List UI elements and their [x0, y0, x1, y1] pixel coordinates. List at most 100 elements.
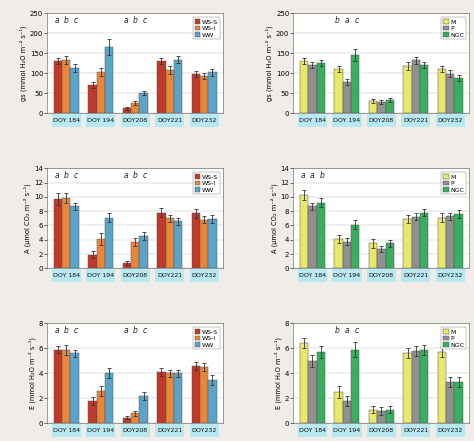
FancyBboxPatch shape: [190, 269, 219, 282]
Bar: [192, 366, 200, 423]
Bar: [308, 361, 317, 423]
Bar: [420, 213, 428, 268]
Text: b: b: [335, 326, 340, 335]
Text: A: A: [210, 16, 218, 27]
Text: DOY221: DOY221: [157, 428, 182, 433]
Text: DOY 184: DOY 184: [299, 273, 326, 278]
Bar: [174, 221, 182, 268]
FancyBboxPatch shape: [155, 269, 184, 282]
Text: b: b: [133, 326, 138, 335]
Text: DOY232: DOY232: [438, 428, 463, 433]
Bar: [165, 218, 174, 268]
Text: DOY232: DOY232: [191, 428, 217, 433]
Text: DOY 194: DOY 194: [333, 428, 361, 433]
Bar: [412, 217, 420, 268]
Bar: [192, 74, 200, 113]
Bar: [412, 60, 420, 113]
Bar: [300, 195, 308, 268]
Bar: [200, 220, 209, 268]
Bar: [174, 60, 182, 113]
FancyBboxPatch shape: [436, 424, 465, 437]
Bar: [131, 103, 139, 113]
Bar: [343, 242, 351, 268]
Bar: [62, 198, 71, 268]
Bar: [131, 242, 139, 268]
Text: c: c: [143, 326, 147, 335]
Bar: [335, 69, 343, 113]
Text: DOY 184: DOY 184: [53, 273, 80, 278]
FancyBboxPatch shape: [401, 269, 430, 282]
Text: a: a: [123, 16, 128, 25]
Legend: M, P, NGC: M, P, NGC: [441, 17, 466, 39]
Text: DOY208: DOY208: [123, 273, 148, 278]
Bar: [97, 391, 105, 423]
Text: a: a: [310, 171, 315, 180]
Y-axis label: A (μmol CO₂ m⁻² s⁻¹): A (μmol CO₂ m⁻² s⁻¹): [270, 183, 278, 253]
Text: DOY232: DOY232: [438, 273, 463, 278]
Text: b: b: [64, 16, 69, 25]
Text: DOY208: DOY208: [369, 428, 394, 433]
Text: DOY208: DOY208: [369, 118, 394, 123]
FancyBboxPatch shape: [298, 269, 327, 282]
Bar: [157, 61, 165, 113]
Bar: [62, 350, 71, 423]
Bar: [165, 374, 174, 423]
Bar: [209, 380, 217, 423]
Y-axis label: A (μmol CO₂ m⁻² s⁻¹): A (μmol CO₂ m⁻² s⁻¹): [24, 183, 31, 253]
Legend: M, P, NGC: M, P, NGC: [441, 328, 466, 349]
Text: a: a: [345, 16, 349, 25]
Text: DOY232: DOY232: [191, 273, 217, 278]
Bar: [131, 413, 139, 423]
Bar: [351, 225, 359, 268]
Bar: [123, 263, 131, 268]
Bar: [343, 401, 351, 423]
Text: c: c: [355, 326, 359, 335]
Text: DOY 184: DOY 184: [53, 118, 80, 123]
FancyBboxPatch shape: [86, 424, 116, 437]
Text: c: c: [143, 171, 147, 180]
Bar: [71, 353, 79, 423]
FancyBboxPatch shape: [52, 424, 81, 437]
Text: a: a: [301, 171, 305, 180]
FancyBboxPatch shape: [298, 424, 327, 437]
FancyBboxPatch shape: [332, 269, 362, 282]
FancyBboxPatch shape: [121, 114, 150, 127]
FancyBboxPatch shape: [155, 424, 184, 437]
Text: DOY221: DOY221: [403, 118, 428, 123]
Bar: [403, 67, 412, 113]
Text: C: C: [209, 326, 218, 337]
FancyBboxPatch shape: [367, 114, 396, 127]
Bar: [351, 55, 359, 113]
Text: b: b: [335, 16, 340, 25]
Text: DOY208: DOY208: [123, 118, 148, 123]
Bar: [139, 396, 148, 423]
FancyBboxPatch shape: [298, 114, 327, 127]
Bar: [412, 351, 420, 423]
Bar: [343, 82, 351, 113]
Bar: [317, 63, 325, 113]
Bar: [377, 411, 385, 423]
Bar: [438, 69, 446, 113]
Bar: [97, 72, 105, 113]
FancyBboxPatch shape: [436, 269, 465, 282]
FancyBboxPatch shape: [332, 424, 362, 437]
Bar: [438, 352, 446, 423]
Bar: [351, 350, 359, 423]
Bar: [420, 350, 428, 423]
Text: DOY221: DOY221: [403, 428, 428, 433]
Text: E: E: [456, 171, 464, 182]
Bar: [377, 102, 385, 113]
Bar: [139, 236, 148, 268]
Text: a: a: [55, 326, 59, 335]
Text: B: B: [209, 171, 218, 182]
Text: DOY232: DOY232: [191, 118, 217, 123]
Y-axis label: gs (mmol H₂O m⁻² s⁻¹): gs (mmol H₂O m⁻² s⁻¹): [265, 26, 273, 101]
FancyBboxPatch shape: [86, 114, 116, 127]
Bar: [157, 372, 165, 423]
Bar: [335, 239, 343, 268]
Text: D: D: [455, 16, 464, 27]
Bar: [123, 418, 131, 423]
Bar: [89, 85, 97, 113]
Text: DOY208: DOY208: [369, 273, 394, 278]
Bar: [89, 401, 97, 423]
